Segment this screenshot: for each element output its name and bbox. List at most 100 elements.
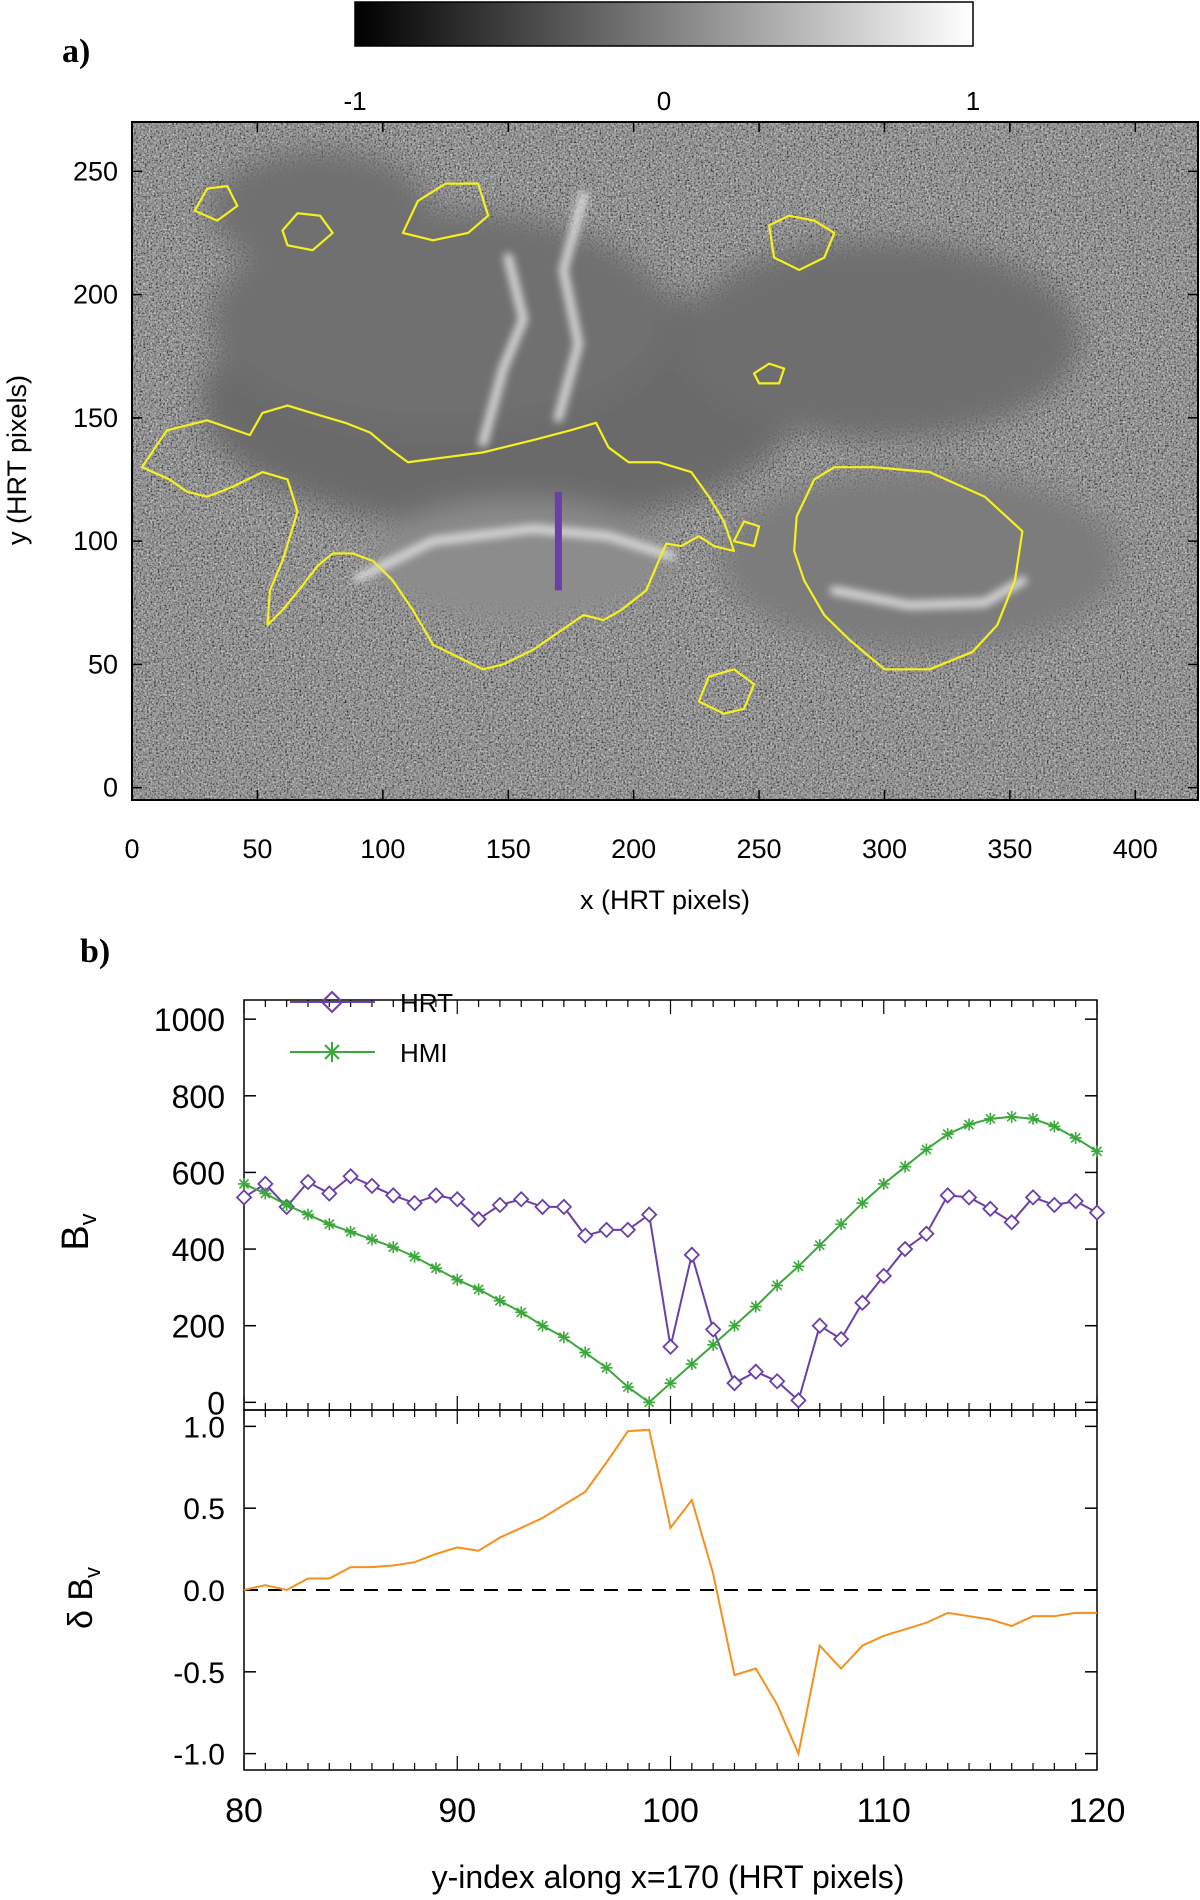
hmi-point bbox=[877, 1177, 890, 1190]
hmi-point bbox=[344, 1225, 357, 1238]
hmi-point bbox=[792, 1260, 805, 1273]
hmi-point bbox=[621, 1381, 634, 1394]
legend-hrt-diamond-icon bbox=[320, 990, 344, 1014]
hrt-point bbox=[683, 1246, 701, 1264]
hmi-point bbox=[259, 1187, 272, 1200]
bv-y-axis-label-sub: v bbox=[75, 1213, 102, 1225]
hrt-point bbox=[619, 1221, 637, 1239]
hrt-point bbox=[235, 1189, 253, 1206]
hrt-point bbox=[832, 1330, 850, 1348]
map-x-tick-label: 50 bbox=[242, 834, 272, 864]
sunspot-contour bbox=[697, 668, 756, 715]
map-x-ticks: 0 50 100 150 200 250 300 350 400 bbox=[124, 122, 1158, 864]
hmi-point bbox=[749, 1300, 762, 1313]
hmi-point bbox=[813, 1239, 826, 1252]
colorbar-gradient bbox=[354, 1, 974, 47]
sunspot-contour bbox=[767, 214, 836, 272]
hrt-point bbox=[704, 1321, 722, 1338]
hmi-point bbox=[301, 1208, 314, 1221]
map-x-tick-label: 0 bbox=[124, 834, 139, 864]
hmi-point bbox=[365, 1233, 378, 1246]
hmi-point bbox=[493, 1294, 506, 1307]
colorbar-tick-label: 1 bbox=[966, 86, 980, 116]
hmi-point bbox=[1091, 1145, 1103, 1158]
hrt-point bbox=[363, 1177, 381, 1195]
hrt-point bbox=[939, 1187, 956, 1204]
hmi-point bbox=[856, 1197, 869, 1210]
map-y-tick-label: 250 bbox=[73, 156, 118, 186]
delta-bv-y-axis-label-main: δ B bbox=[62, 1578, 100, 1629]
delta-bv-y-tick-label: 0.5 bbox=[183, 1493, 225, 1526]
hrt-point bbox=[918, 1225, 935, 1243]
legend-hmi-asterisk-icon bbox=[322, 1042, 342, 1062]
bv-y-tick-label: 1000 bbox=[154, 1002, 225, 1038]
light-bridge-lane bbox=[829, 576, 1027, 610]
map-x-tick-label: 300 bbox=[862, 834, 907, 864]
map-y-tick-label: 50 bbox=[88, 649, 118, 679]
hrt-point bbox=[576, 1227, 594, 1244]
legend-hrt-label: HRT bbox=[400, 988, 453, 1018]
legend-hmi-label: HMI bbox=[400, 1038, 448, 1068]
sunspot-contour bbox=[752, 362, 786, 385]
hrt-point bbox=[747, 1363, 765, 1380]
delta-bv-x-tick-label: 100 bbox=[642, 1792, 699, 1830]
hmi-point bbox=[643, 1396, 656, 1409]
bv-y-tick-label: 400 bbox=[172, 1232, 225, 1268]
hmi-point bbox=[557, 1331, 570, 1344]
hrt-point bbox=[385, 1187, 402, 1204]
map-x-axis-label: x (HRT pixels) bbox=[580, 885, 750, 915]
hmi-point bbox=[280, 1199, 293, 1211]
hmi-point bbox=[451, 1273, 464, 1286]
bv-y-ticks: 0 200 400 600 800 1000 bbox=[154, 1002, 1097, 1421]
map-x-tick-label: 350 bbox=[987, 834, 1032, 864]
map-y-ticks: 0 50 100 150 200 250 bbox=[73, 156, 1198, 803]
bv-y-tick-label: 200 bbox=[172, 1309, 225, 1345]
hmi-point bbox=[664, 1377, 677, 1390]
magnetogram-map bbox=[132, 122, 1198, 800]
bv-y-axis-label: Bv bbox=[55, 1213, 102, 1250]
hmi-point bbox=[515, 1306, 528, 1319]
hmi-point bbox=[728, 1319, 741, 1332]
hmi-point bbox=[920, 1143, 933, 1156]
hmi-point bbox=[1048, 1120, 1061, 1133]
hmi-point bbox=[238, 1177, 250, 1190]
colorbar-tick-label: -1 bbox=[343, 86, 366, 116]
map-y-tick-label: 150 bbox=[73, 403, 118, 433]
bv-y-axis-label-main: B bbox=[55, 1225, 97, 1250]
colorbar-tick-label: 0 bbox=[657, 86, 671, 116]
map-umbra-shading bbox=[200, 150, 1120, 650]
map-x-tick-label: 250 bbox=[737, 834, 782, 864]
series-line-hrt bbox=[243, 1175, 1098, 1403]
delta-bv-y-tick-label: -1.0 bbox=[173, 1739, 225, 1772]
bv-y-tick-label: 0 bbox=[207, 1385, 225, 1421]
delta-bv-y-ticks: -1.0 -0.5 0.0 0.5 1.0 bbox=[173, 1411, 1097, 1772]
hrt-point bbox=[1024, 1189, 1042, 1206]
hrt-point bbox=[448, 1190, 466, 1208]
hmi-point bbox=[1069, 1131, 1082, 1144]
hmi-point bbox=[941, 1128, 954, 1141]
hrt-point bbox=[1003, 1213, 1020, 1231]
light-bridge-lane bbox=[553, 191, 588, 423]
delta-bv-y-tick-label: -0.5 bbox=[173, 1657, 225, 1690]
map-frame bbox=[131, 121, 1199, 801]
hrt-point bbox=[342, 1167, 359, 1185]
hmi-point bbox=[1005, 1110, 1018, 1123]
map-x-tick-label: 150 bbox=[486, 834, 531, 864]
hrt-point bbox=[299, 1173, 317, 1191]
hrt-point bbox=[1067, 1192, 1084, 1210]
hrt-point bbox=[662, 1338, 679, 1356]
hrt-point bbox=[896, 1240, 914, 1258]
hmi-point bbox=[963, 1118, 976, 1131]
sunspot-contour bbox=[401, 182, 490, 242]
hmi-point bbox=[899, 1160, 912, 1173]
hrt-point bbox=[491, 1196, 509, 1214]
sunspot-contour bbox=[732, 520, 761, 548]
map-y-tick-label: 200 bbox=[73, 280, 118, 310]
delta-bv-x-tick-label: 80 bbox=[225, 1792, 263, 1830]
hrt-point bbox=[321, 1185, 338, 1202]
sunspot-contour bbox=[140, 404, 736, 671]
hmi-point bbox=[429, 1262, 442, 1275]
series-line-hmi bbox=[243, 1115, 1098, 1404]
light-bridge-lane bbox=[478, 253, 529, 448]
